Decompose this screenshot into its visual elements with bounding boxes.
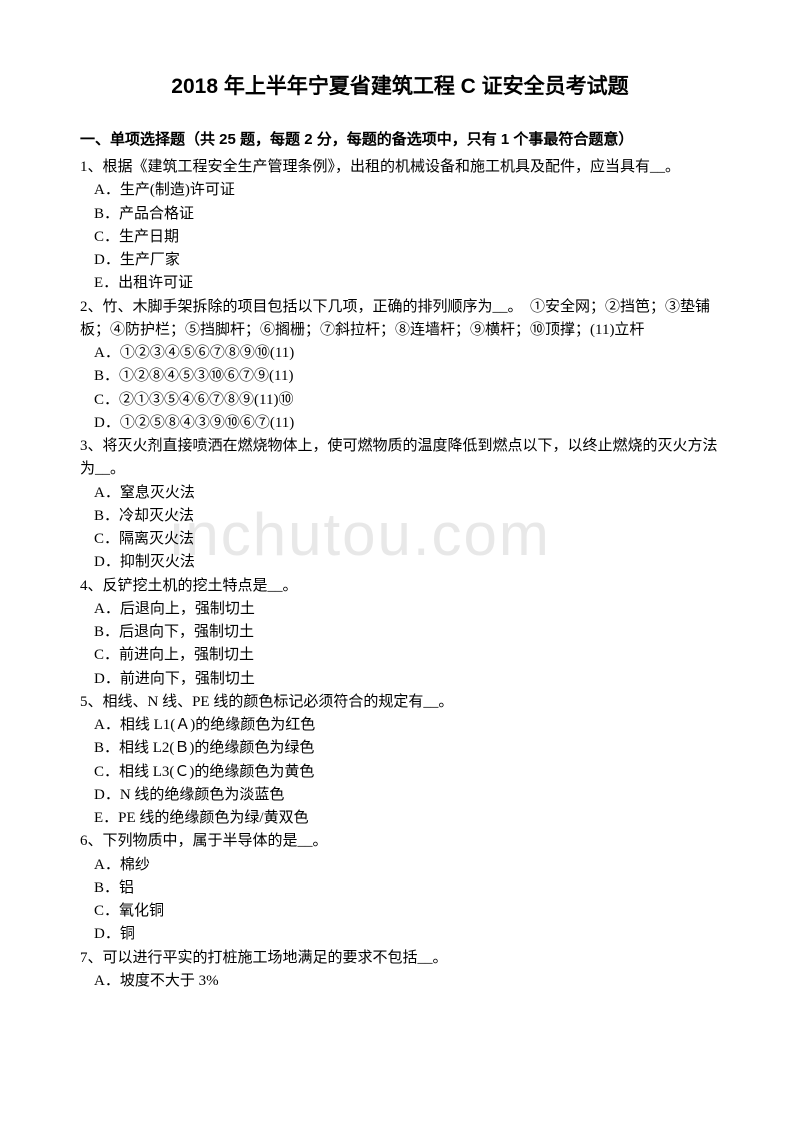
question-text: 3、将灭火剂直接喷洒在燃烧物体上，使可燃物质的温度降低到燃点以下，以终止燃烧的灭… <box>80 435 720 482</box>
question-option: B．后退向下，强制切土 <box>80 621 720 644</box>
question-option: C．前进向上，强制切土 <box>80 644 720 667</box>
question-block: 5、相线、N 线、PE 线的颜色标记必须符合的规定有__。A．相线 L1(Ａ)的… <box>80 691 720 831</box>
question-option: C．②①③⑤④⑥⑦⑧⑨(11)⑩ <box>80 389 720 412</box>
question-option: D．N 线的绝缘颜色为淡蓝色 <box>80 784 720 807</box>
question-option: D．前进向下，强制切土 <box>80 668 720 691</box>
question-option: B．①②⑧④⑤③⑩⑥⑦⑨(11) <box>80 365 720 388</box>
page-title: 2018 年上半年宁夏省建筑工程 C 证安全员考试题 <box>80 70 720 100</box>
section-header: 一、单项选择题（共 25 题，每题 2 分，每题的备选项中，只有 1 个事最符合… <box>80 128 720 152</box>
question-option: C．隔离灭火法 <box>80 528 720 551</box>
question-option: A．生产(制造)许可证 <box>80 179 720 202</box>
question-option: A．棉纱 <box>80 854 720 877</box>
question-option: B．铝 <box>80 877 720 900</box>
question-option: A．坡度不大于 3% <box>80 970 720 993</box>
question-option: B．相线 L2(Ｂ)的绝缘颜色为绿色 <box>80 737 720 760</box>
question-text: 6、下列物质中，属于半导体的是__。 <box>80 830 720 853</box>
question-text: 7、可以进行平实的打桩施工场地满足的要求不包括__。 <box>80 947 720 970</box>
question-option: A．相线 L1(Ａ)的绝缘颜色为红色 <box>80 714 720 737</box>
question-block: 4、反铲挖土机的挖土特点是__。A．后退向上，强制切土B．后退向下，强制切土C．… <box>80 575 720 691</box>
question-option: D．①②⑤⑧④③⑨⑩⑥⑦(11) <box>80 412 720 435</box>
question-option: C．相线 L3(Ｃ)的绝缘颜色为黄色 <box>80 761 720 784</box>
question-option: B．冷却灭火法 <box>80 505 720 528</box>
question-option: D．抑制灭火法 <box>80 551 720 574</box>
question-text: 2、竹、木脚手架拆除的项目包括以下几项，正确的排列顺序为__。 ①安全网；②挡笆… <box>80 296 720 343</box>
question-block: 7、可以进行平实的打桩施工场地满足的要求不包括__。A．坡度不大于 3% <box>80 947 720 994</box>
questions-container: 1、根据《建筑工程安全生产管理条例》，出租的机械设备和施工机具及配件，应当具有_… <box>80 156 720 993</box>
question-option: A．①②③④⑤⑥⑦⑧⑨⑩(11) <box>80 342 720 365</box>
question-option: A．后退向上，强制切土 <box>80 598 720 621</box>
question-text: 5、相线、N 线、PE 线的颜色标记必须符合的规定有__。 <box>80 691 720 714</box>
question-option: B．产品合格证 <box>80 203 720 226</box>
question-block: 3、将灭火剂直接喷洒在燃烧物体上，使可燃物质的温度降低到燃点以下，以终止燃烧的灭… <box>80 435 720 575</box>
question-text: 4、反铲挖土机的挖土特点是__。 <box>80 575 720 598</box>
question-text: 1、根据《建筑工程安全生产管理条例》，出租的机械设备和施工机具及配件，应当具有_… <box>80 156 720 179</box>
document-content: 2018 年上半年宁夏省建筑工程 C 证安全员考试题 一、单项选择题（共 25 … <box>80 70 720 993</box>
question-option: E．PE 线的绝缘颜色为绿/黄双色 <box>80 807 720 830</box>
question-option: C．氧化铜 <box>80 900 720 923</box>
question-block: 1、根据《建筑工程安全生产管理条例》，出租的机械设备和施工机具及配件，应当具有_… <box>80 156 720 296</box>
question-option: E．出租许可证 <box>80 272 720 295</box>
question-option: D．铜 <box>80 923 720 946</box>
question-option: D．生产厂家 <box>80 249 720 272</box>
question-block: 6、下列物质中，属于半导体的是__。A．棉纱B．铝C．氧化铜D．铜 <box>80 830 720 946</box>
question-option: A．窒息灭火法 <box>80 482 720 505</box>
question-option: C．生产日期 <box>80 226 720 249</box>
question-block: 2、竹、木脚手架拆除的项目包括以下几项，正确的排列顺序为__。 ①安全网；②挡笆… <box>80 296 720 436</box>
